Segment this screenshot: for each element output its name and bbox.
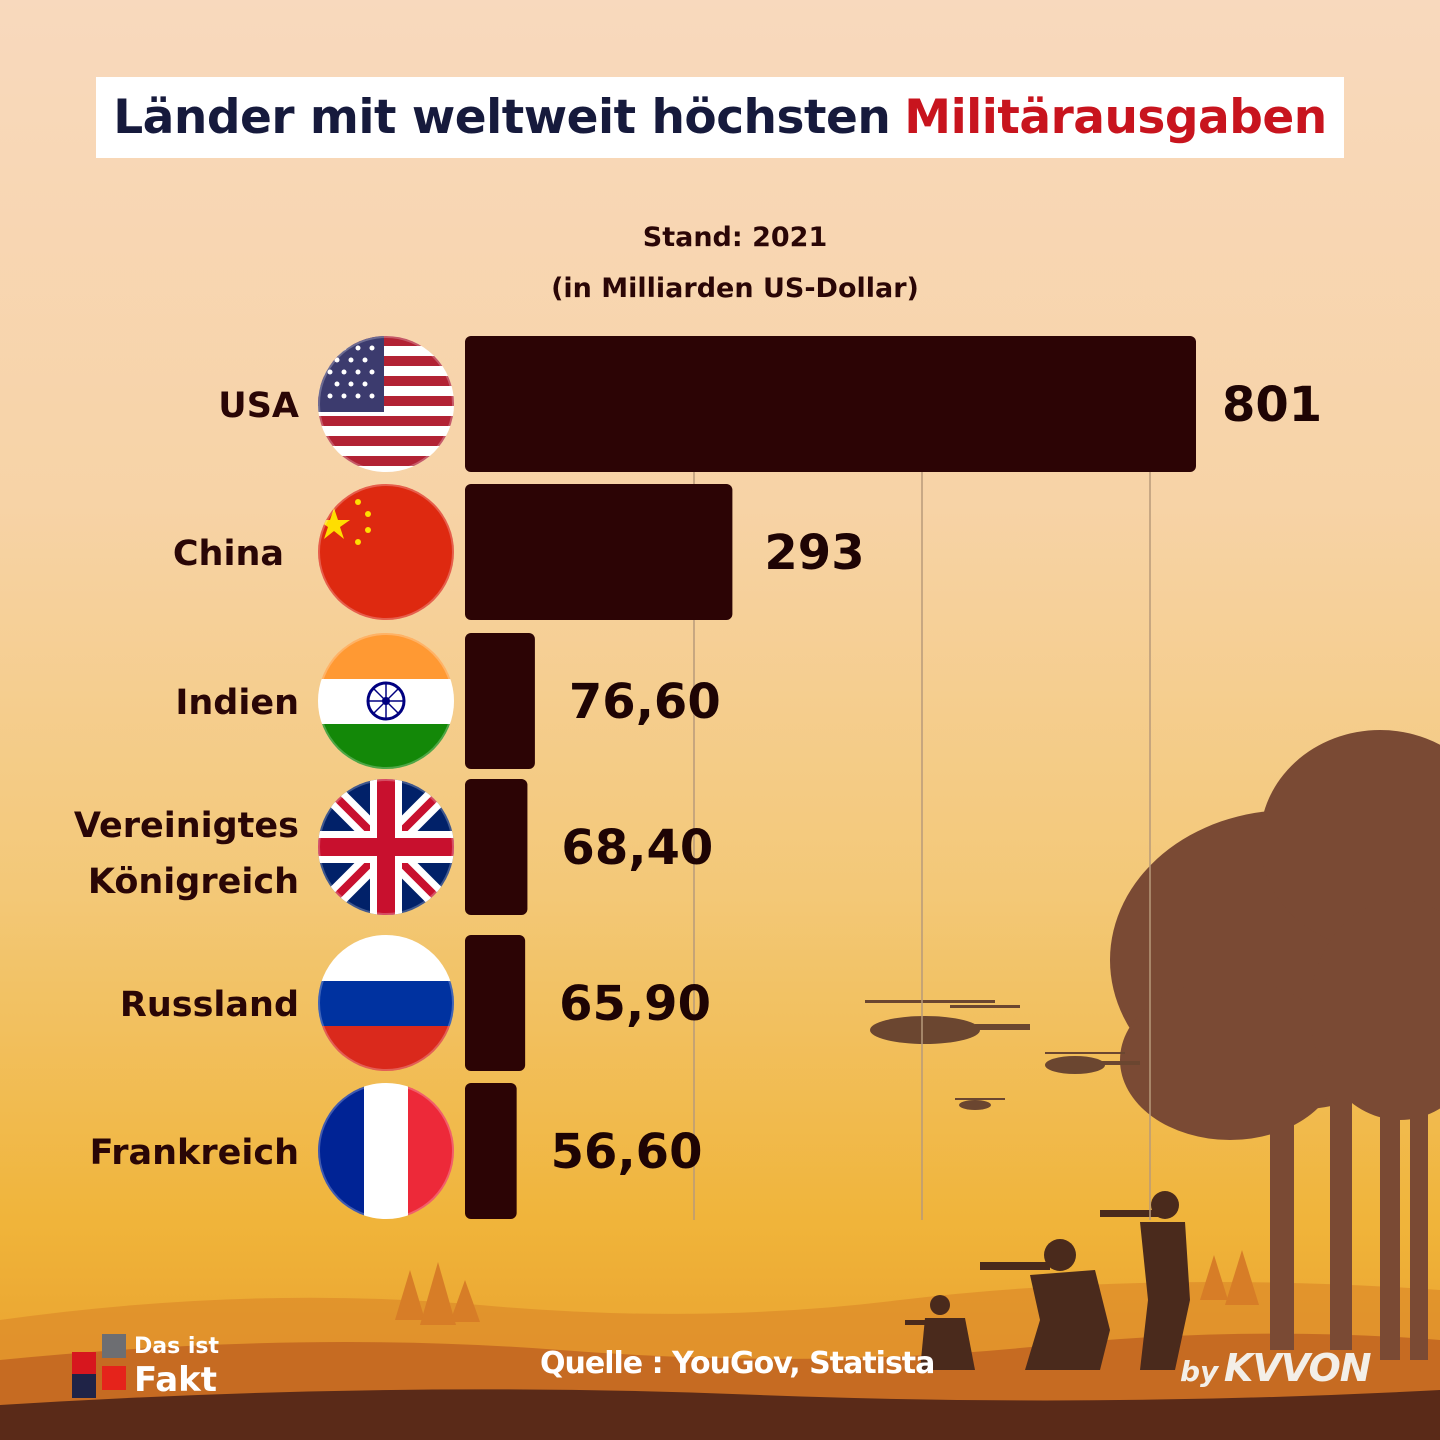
credit-brand-text: KVVON — [1223, 1346, 1372, 1390]
us-flag-icon — [318, 336, 454, 472]
logo-square-red-2 — [102, 1366, 126, 1390]
category-label: Indien — [175, 683, 299, 723]
category-label: Vereinigtes Königreich — [74, 806, 299, 902]
logo-text-line1: Das ist — [134, 1334, 220, 1359]
value-label: 293 — [764, 525, 864, 581]
category-label: USA — [218, 386, 299, 426]
gridlines — [693, 336, 1151, 1220]
value-label: 68,40 — [561, 820, 713, 876]
title-main-text: Länder mit weltweit höchsten — [113, 90, 891, 145]
uk-flag-icon — [318, 779, 454, 915]
bar-vereinigtes-königreich — [465, 779, 528, 915]
value-label: 76,60 — [569, 674, 721, 730]
category-label: Frankreich — [90, 1133, 299, 1173]
credit: by KVVON — [1180, 1346, 1372, 1390]
value-label: 56,60 — [551, 1124, 703, 1180]
logo-square-navy — [72, 1374, 96, 1398]
bar-indien — [465, 633, 535, 769]
bar-china — [465, 484, 733, 620]
subtitle-year: Stand: 2021 — [642, 222, 828, 253]
bars — [465, 336, 1196, 1219]
bar-frankreich — [465, 1083, 517, 1219]
title-banner: Länder mit weltweit höchsten Militärausg… — [96, 77, 1344, 158]
subtitle-unit: (in Milliarden US-Dollar) — [551, 273, 919, 304]
value-label: 801 — [1222, 377, 1322, 433]
value-labels: 801 293 76,60 68,40 65,90 56,60 — [551, 377, 1323, 1180]
bar-russland — [465, 935, 526, 1071]
logo-square-grey — [102, 1334, 126, 1358]
title-accent-text: Militärausgaben — [904, 90, 1327, 145]
category-label: China — [173, 534, 284, 574]
flags — [318, 336, 454, 1219]
logo-text-line2: Fakt — [134, 1360, 218, 1400]
credit-by-text: by — [1180, 1355, 1219, 1388]
foreground-ground — [0, 1389, 1440, 1440]
china-flag-icon — [318, 484, 454, 620]
category-labels: USA China Indien Vereinigtes Königreich Russl… — [74, 386, 299, 1173]
tree-silhouette — [1110, 730, 1440, 1360]
das-ist-fakt-logo: Das ist Fakt — [66, 1330, 246, 1400]
soldier-silhouettes — [905, 1191, 1190, 1370]
pine-trees — [395, 1250, 1259, 1325]
helicopter-silhouettes — [865, 1000, 1140, 1110]
logo-square-red — [72, 1352, 96, 1376]
bar-usa — [465, 336, 1196, 472]
value-label: 65,90 — [559, 976, 711, 1032]
source-text: Quelle : YouGov, Statista — [540, 1346, 935, 1381]
category-label: Russland — [120, 985, 299, 1025]
